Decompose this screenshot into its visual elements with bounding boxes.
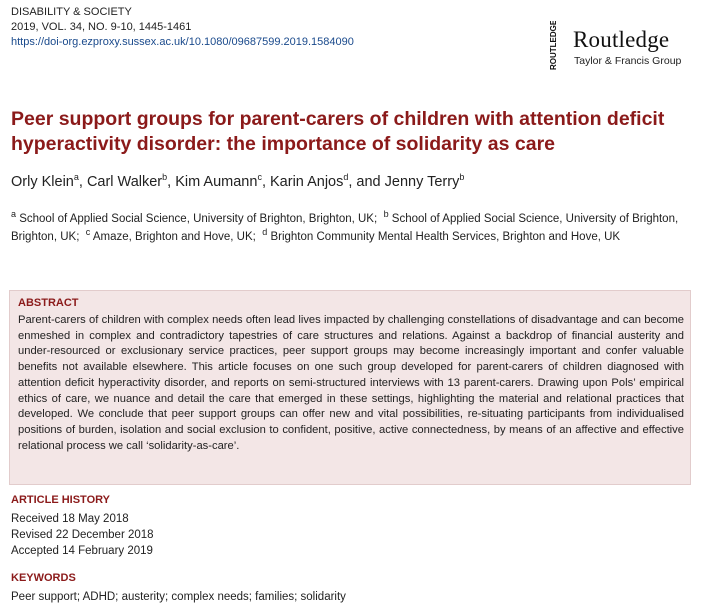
keywords-heading: KEYWORDS: [11, 572, 76, 584]
history-revised: Revised 22 December 2018: [11, 529, 154, 541]
article-history-heading: ARTICLE HISTORY: [11, 494, 111, 506]
author-affiliation-mark: d: [343, 172, 349, 183]
author[interactable]: Carl Walker: [86, 174, 163, 190]
history-received: Received 18 May 2018: [11, 513, 129, 525]
author-separator: ,: [78, 174, 87, 190]
author-separator: , and: [348, 174, 385, 190]
article-history: ARTICLE HISTORY Received 18 May 2018 Rev…: [11, 492, 154, 559]
keywords-text: Peer support; ADHD; austerity; complex n…: [11, 591, 346, 603]
article-title-line-1: Peer support groups for parent-carers of…: [11, 108, 665, 130]
affiliation-mark: d: [262, 227, 268, 238]
publisher-group: Taylor & Francis Group: [574, 55, 682, 67]
affiliation-mark: b: [383, 209, 389, 220]
abstract-heading: ABSTRACT: [18, 297, 79, 309]
affiliation-a: School of Applied Social Science, Univer…: [16, 213, 378, 225]
article-title: Peer support groups for parent-carers of…: [11, 107, 701, 157]
abstract-text: Parent-carers of children with complex n…: [18, 314, 684, 452]
doi-link[interactable]: https://doi-org.ezproxy.sussex.ac.uk/10.…: [11, 36, 354, 48]
routledge-vertical-mark: ROUTLEDGE: [549, 21, 558, 70]
author-list: Orly Kleina, Carl Walkerb, Kim Aumannc, …: [11, 172, 465, 190]
author[interactable]: Orly Klein: [11, 174, 74, 190]
affiliation-mark: a: [11, 209, 17, 220]
author-affiliation-mark: c: [257, 172, 262, 183]
abstract-box: ABSTRACT Parent-carers of children with …: [9, 290, 691, 485]
routledge-logo: ROUTLEDGE Routledge Taylor & Francis Gro…: [537, 21, 697, 73]
affiliation-mark: c: [85, 227, 91, 238]
history-accepted: Accepted 14 February 2019: [11, 545, 153, 557]
publisher-name: Routledge: [573, 27, 670, 52]
affiliation-c: Amaze, Brighton and Hove, UK;: [90, 231, 256, 243]
affiliation-b: School of Applied Social Science, Univer…: [11, 213, 679, 243]
routledge-mark-icon: ROUTLEDGE: [537, 21, 562, 71]
author[interactable]: Kim Aumann: [175, 174, 258, 190]
journal-name: DISABILITY & SOCIETY: [11, 6, 132, 18]
affiliations: a School of Applied Social Science, Univ…: [11, 210, 691, 246]
author-affiliation-mark: b: [162, 172, 168, 183]
article-title-line-2: hyperactivity disorder: the importance o…: [11, 133, 556, 155]
author[interactable]: Karin Anjos: [270, 174, 344, 190]
affiliation-d: Brighton Community Mental Health Service…: [267, 231, 621, 243]
journal-info: DISABILITY & SOCIETY 2019, VOL. 34, NO. …: [11, 5, 354, 50]
author-affiliation-mark: b: [459, 172, 465, 183]
author-affiliation-mark: a: [73, 172, 79, 183]
author-separator: ,: [261, 174, 270, 190]
keywords-section: KEYWORDS Peer support; ADHD; austerity; …: [11, 570, 346, 605]
journal-citation: 2019, VOL. 34, NO. 9-10, 1445-1461: [11, 21, 192, 33]
author[interactable]: Jenny Terry: [384, 174, 460, 190]
author-separator: ,: [167, 174, 176, 190]
